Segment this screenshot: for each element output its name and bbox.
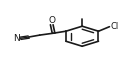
Text: Cl: Cl <box>111 22 119 31</box>
Text: O: O <box>48 16 55 25</box>
Text: N: N <box>13 34 20 43</box>
